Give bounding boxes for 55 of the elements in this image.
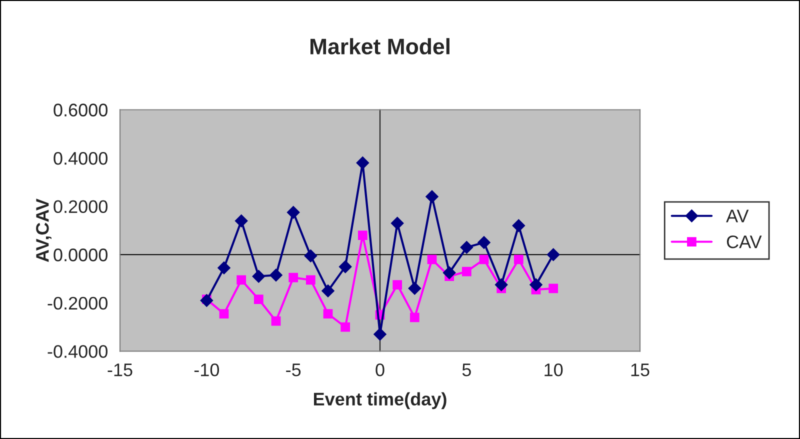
x-tick-label: 0 [376, 363, 384, 376]
y-tick-label: -0.2000 [48, 296, 108, 310]
x-tick-label: 10 [544, 363, 563, 376]
point [462, 266, 472, 276]
point [479, 254, 489, 264]
y-tick-label: 0.4000 [54, 152, 108, 165]
point [530, 278, 542, 292]
point [323, 309, 333, 318]
x-tick-label: 5 [462, 364, 471, 376]
legend-label: CAV [726, 235, 762, 248]
point [546, 248, 560, 262]
point [286, 206, 300, 219]
legend-label: AV [726, 210, 749, 222]
point [494, 278, 508, 292]
point [304, 249, 318, 262]
point [200, 294, 214, 307]
point [306, 275, 316, 285]
point [271, 316, 281, 326]
x-tick-label: 15 [631, 364, 650, 376]
y-tick-label: 0.0000 [54, 248, 108, 262]
point [219, 309, 229, 318]
point [338, 260, 352, 274]
x-axis-title: Event time(day) [314, 392, 446, 410]
point [340, 322, 350, 332]
point [390, 216, 404, 230]
point [236, 275, 246, 285]
point [252, 270, 266, 283]
point [322, 284, 334, 298]
point [374, 328, 386, 341]
y-tick-label: 0.6000 [54, 104, 108, 116]
point [460, 240, 474, 254]
point [512, 219, 526, 232]
chart-title: Market Model [310, 38, 450, 54]
point [218, 261, 230, 274]
point [426, 190, 438, 204]
x-tick-label: -10 [194, 363, 220, 376]
point [356, 156, 370, 170]
x-tick-label: -5 [286, 364, 301, 376]
point [288, 272, 298, 282]
point [358, 230, 368, 240]
point [548, 284, 558, 294]
point [514, 254, 524, 264]
point [254, 294, 264, 304]
point [270, 268, 282, 282]
point [410, 312, 420, 322]
y-axis-title: AV,CAV [36, 198, 52, 262]
point [234, 214, 248, 228]
point [442, 266, 456, 280]
point [478, 236, 490, 249]
y-tick-label: 0.2000 [54, 200, 108, 214]
point [427, 254, 437, 264]
x-tick-label: -15 [108, 364, 132, 376]
y-tick-label: -0.4000 [48, 345, 108, 358]
point [408, 282, 422, 295]
point [392, 280, 402, 290]
